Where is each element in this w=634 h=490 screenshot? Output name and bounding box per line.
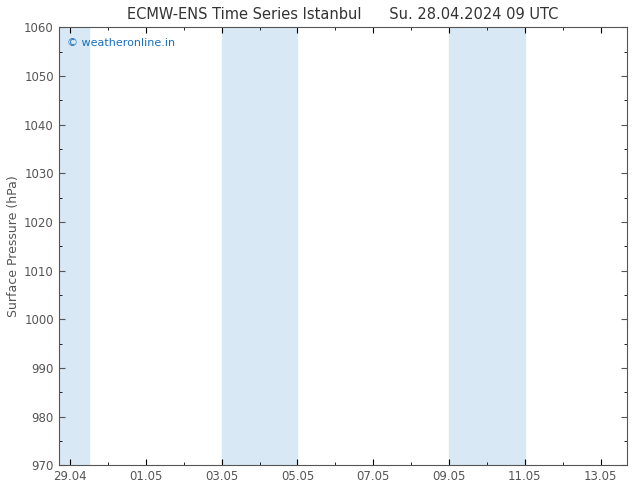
Text: © weatheronline.in: © weatheronline.in — [67, 38, 176, 48]
Bar — [59, 27, 89, 465]
Y-axis label: Surface Pressure (hPa): Surface Pressure (hPa) — [7, 175, 20, 317]
Bar — [449, 27, 487, 465]
Bar — [259, 27, 297, 465]
Bar — [222, 27, 259, 465]
Title: ECMW-ENS Time Series Istanbul      Su. 28.04.2024 09 UTC: ECMW-ENS Time Series Istanbul Su. 28.04.… — [127, 7, 559, 22]
Bar — [487, 27, 525, 465]
